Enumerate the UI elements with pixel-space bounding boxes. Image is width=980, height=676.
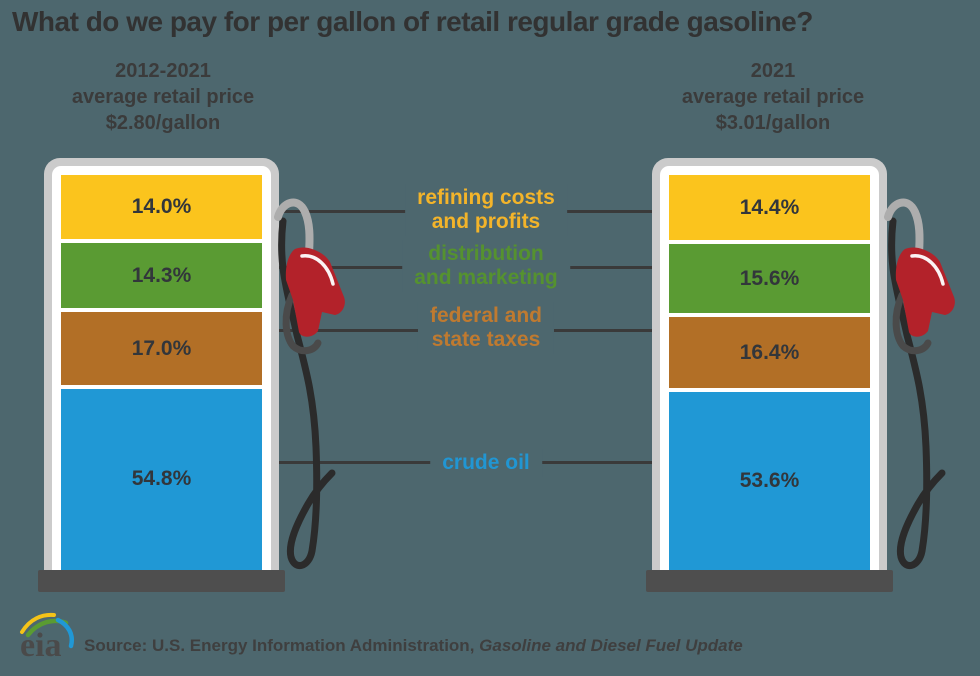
right-segment-distribution: 15.6% [669, 244, 870, 314]
legend-refining: refining costs and profits [405, 184, 567, 236]
right-pump-price-caption: average retail price [681, 86, 865, 108]
source-attribution: Source: U.S. Energy Information Administ… [84, 636, 743, 656]
left-pump-price: $2.80/gallon [105, 112, 221, 134]
legend-crude-oil: crude oil [430, 449, 542, 477]
left-pump-header: 2012-2021 average retail price $2.80/gal… [28, 58, 298, 136]
left-pump-nozzle-icon [274, 198, 345, 569]
left-segment-crude: 54.8% [61, 388, 262, 570]
right-segment-taxes: 16.4% [669, 317, 870, 389]
source-prefix: Source: U.S. Energy Information Administ… [84, 636, 480, 655]
right-pump-price: $3.01/gallon [715, 112, 831, 134]
source-publication: Gasoline and Diesel Fuel Update [479, 636, 743, 655]
legend-refining-line1: refining costs [417, 186, 555, 209]
left-pump-face: 14.0% 14.3% 17.0% 54.8% [52, 166, 271, 570]
left-gas-pump: 14.0% 14.3% 17.0% 54.8% [44, 158, 279, 570]
left-pump-segments: 14.0% 14.3% 17.0% 54.8% [61, 175, 262, 570]
right-pump-segments: 14.4% 15.6% 16.4% 53.6% [669, 175, 870, 570]
legend-crude-oil-line1: crude oil [442, 451, 530, 474]
eia-logo: eia [20, 612, 74, 664]
right-segment-crude: 53.6% [669, 392, 870, 570]
left-segment-refining: 14.0% [61, 175, 262, 240]
legend-distribution-line1: distribution [428, 242, 544, 265]
left-pump-base [38, 570, 285, 592]
legend-taxes: federal and state taxes [417, 302, 555, 354]
left-segment-distribution: 14.3% [61, 243, 262, 309]
left-pump-price-caption: average retail price [71, 86, 255, 108]
page-title: What do we pay for per gallon of retail … [12, 6, 813, 37]
right-pump-period: 2021 [750, 60, 796, 82]
legend-taxes-line2: state taxes [431, 328, 541, 351]
eia-logo-text: eia [20, 627, 62, 664]
legend-taxes-line1: federal and [429, 304, 543, 327]
right-gas-pump: 14.4% 15.6% 16.4% 53.6% [652, 158, 887, 570]
left-segment-taxes: 17.0% [61, 312, 262, 385]
right-pump-base [646, 570, 893, 592]
legend-distribution-line2: and marketing [414, 266, 558, 289]
legend-distribution: distribution and marketing [402, 240, 570, 292]
legend-refining-line2: and profits [431, 210, 541, 233]
right-pump-face: 14.4% 15.6% 16.4% 53.6% [660, 166, 879, 570]
left-pump-period: 2012-2021 [115, 60, 211, 82]
right-pump-nozzle-icon [884, 198, 955, 569]
right-segment-refining: 14.4% [669, 175, 870, 241]
right-pump-header: 2021 average retail price $3.01/gallon [638, 58, 908, 136]
